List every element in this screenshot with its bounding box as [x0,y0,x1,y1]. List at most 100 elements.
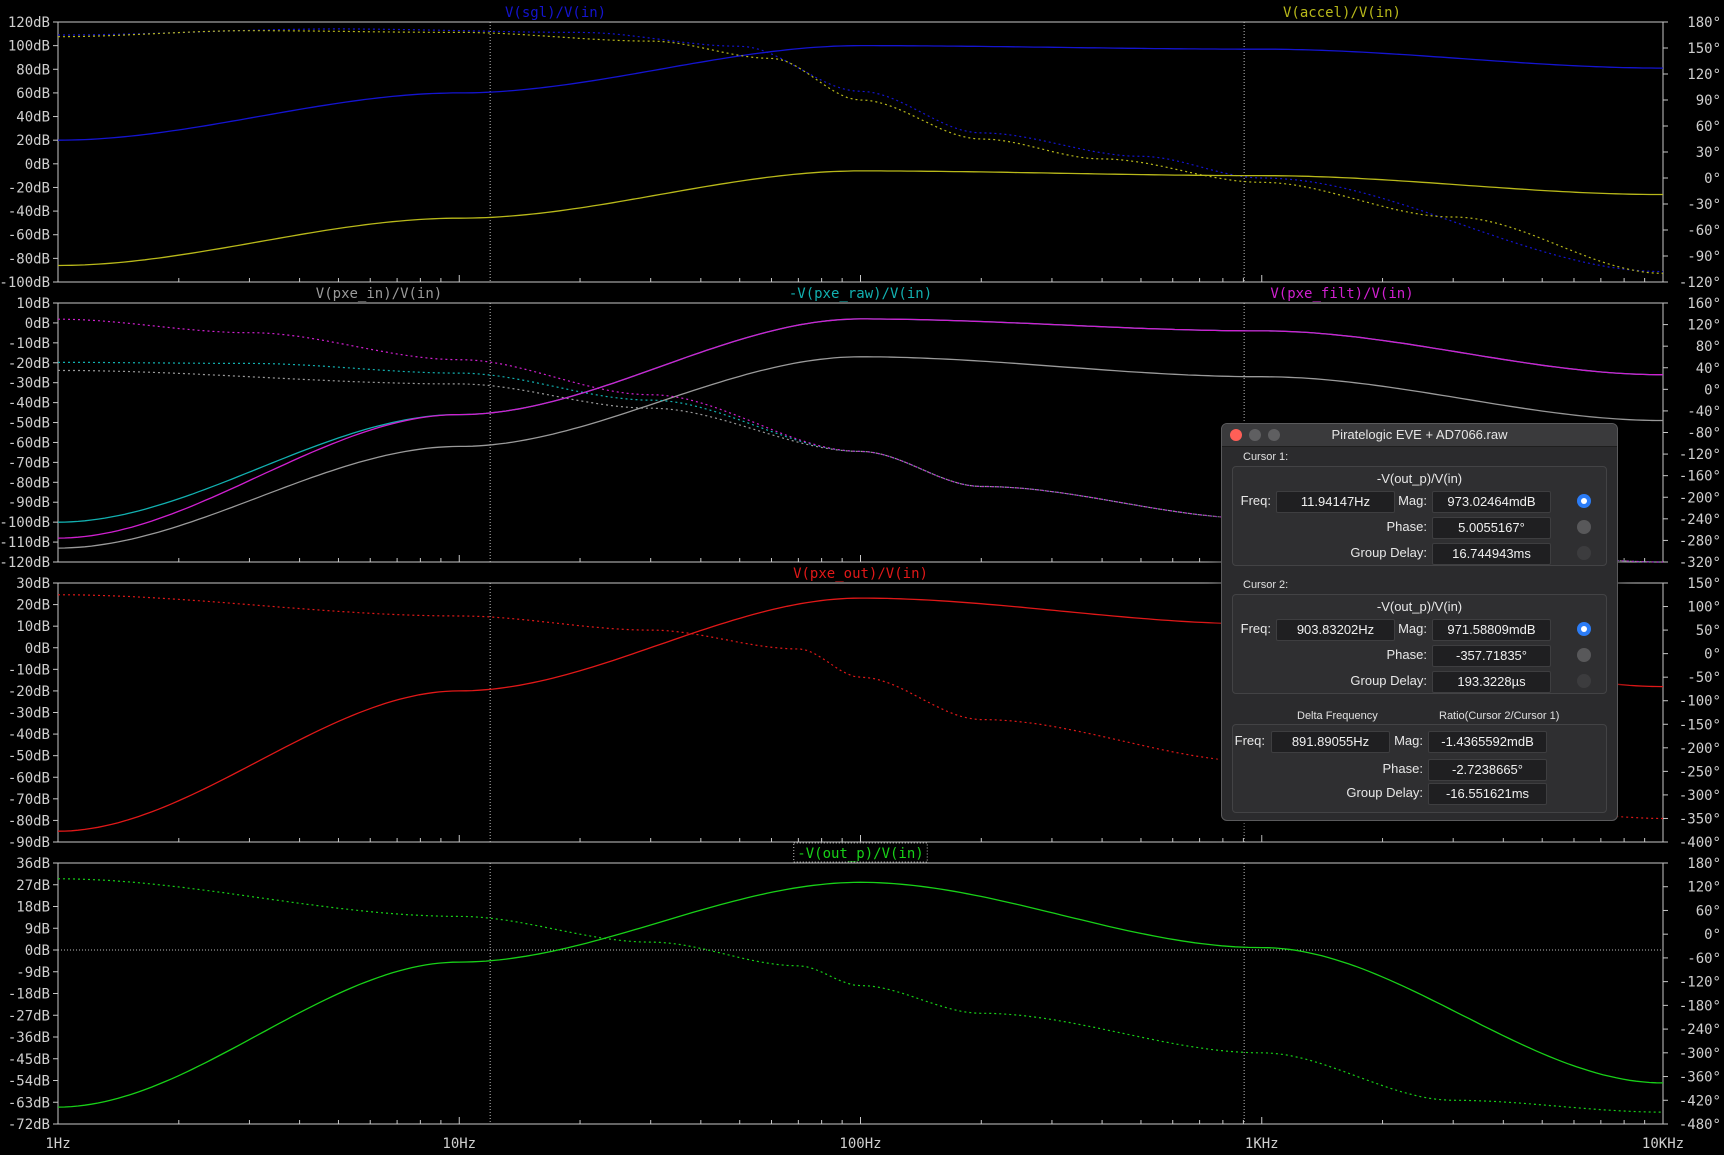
series-mag-line [57,44,1663,141]
left-tick-label: -70dB [8,455,50,471]
right-tick-label: -360° [1679,1070,1721,1086]
left-tick-label: 30dB [16,576,50,592]
x-tick-label: 100Hz [839,1136,881,1152]
left-tick-label: -90dB [8,495,50,511]
right-tick-label: -480° [1679,1117,1721,1133]
right-tick-label: -30° [1687,197,1721,213]
delta-freq-field[interactable]: 891.89055Hz [1271,731,1390,753]
ratio-phase-label: Phase: [1382,761,1423,776]
left-tick-label: -18dB [8,987,50,1003]
right-tick-label: 0° [1704,171,1721,187]
left-tick-label: -80dB [8,475,50,491]
left-tick-label: 0dB [25,943,50,959]
cursor2-mag-label: Mag: [1398,621,1427,636]
right-tick-label: 0° [1704,647,1721,663]
right-tick-label: -40° [1687,404,1721,420]
ratio-mag-field[interactable]: -1.4365592mdB [1428,731,1547,753]
right-tick-label: 180° [1687,15,1721,31]
right-tick-label: 60° [1696,119,1721,135]
cursor2-phase-label: Phase: [1386,647,1427,662]
cursor1-phase-field[interactable]: 5.0055167° [1432,517,1551,539]
ratio-groupdelay-field[interactable]: -16.551621ms [1428,783,1547,805]
cursor-dialog[interactable]: Piratelogic EVE + AD7066.raw Cursor 1: -… [1221,423,1618,821]
trace-title[interactable]: -V(pxe_raw)/V(in) [789,286,932,302]
cursor2-mag-field[interactable]: 971.58809mdB [1432,619,1551,641]
cursor1-phase-radio[interactable] [1577,520,1591,534]
series-phase-line [58,878,1663,1113]
trace-title[interactable]: -V(out_p)/V(in) [797,846,923,862]
zoom-icon[interactable] [1268,429,1280,441]
trace-title[interactable]: V(sgl)/V(in) [505,5,606,21]
left-tick-label: -110dB [0,535,50,551]
right-tick-label: -120° [1679,975,1721,991]
right-tick-label: 180° [1687,856,1721,872]
minimize-icon[interactable] [1249,429,1261,441]
right-tick-label: 60° [1696,903,1721,919]
left-tick-label: -80dB [8,813,50,829]
pane-4[interactable]: 36dB 27dB 18dB 9dB 0dB -9dB -18dB -27dB -36dB -45… [8,842,1721,1133]
dialog-titlebar[interactable]: Piratelogic EVE + AD7066.raw [1222,424,1617,447]
series-mag-line [57,356,1663,549]
left-tick-label: -27dB [8,1008,50,1024]
right-tick-label: -300° [1679,788,1721,804]
left-tick-label: 18dB [16,900,50,916]
left-tick-label: -54dB [8,1074,50,1090]
left-tick-label: -100dB [0,515,50,531]
cursor1-groupdelay-radio[interactable] [1577,546,1591,560]
left-tick-label: -45dB [8,1052,50,1068]
cursor2-mag-radio[interactable] [1577,622,1591,636]
cursor2-phase-field[interactable]: -357.71835° [1432,645,1551,667]
cursor2-groupdelay-radio[interactable] [1577,674,1591,688]
left-tick-label: -30dB [8,706,50,722]
left-tick-label: -20dB [8,180,50,196]
left-tick-label: -10dB [8,336,50,352]
left-tick-label: -70dB [8,792,50,808]
right-tick-label: -120° [1679,275,1721,291]
cursor2-groupdelay-field[interactable]: 193.3228µs [1432,671,1551,693]
ratio-groupdelay-label: Group Delay: [1346,785,1423,800]
pane-frame [57,862,1664,1125]
left-tick-label: 10dB [16,296,50,312]
close-icon[interactable] [1230,429,1242,441]
left-tick-label: 40dB [16,110,50,126]
cursor1-mag-field[interactable]: 973.02464mdB [1432,491,1551,513]
cursor1-freq-field[interactable]: 11.94147Hz [1276,491,1395,513]
trace-title[interactable]: V(pxe_filt)/V(in) [1270,286,1413,302]
left-tick-label: 0dB [25,316,50,332]
left-tick-label: 9dB [25,921,50,937]
right-tick-label: 100° [1687,600,1721,616]
trace-title[interactable]: V(pxe_out)/V(in) [793,566,928,582]
cursor1-mag-radio[interactable] [1577,494,1591,508]
right-tick-label: -50° [1687,670,1721,686]
right-tick-label: -420° [1679,1093,1721,1109]
right-tick-label: 0° [1704,927,1721,943]
left-tick-label: -9dB [16,965,50,981]
left-tick-label: -120dB [0,555,50,571]
left-tick-label: -100dB [0,275,50,291]
right-tick-label: -350° [1679,811,1721,827]
delta-group: Freq: 891.89055Hz Mag: -1.4365592mdB Pha… [1232,724,1607,813]
left-tick-label: -30dB [8,376,50,392]
pane-1[interactable]: 120dB 100dB 80dB 60dB 40dB 20dB 0dB -20dB -40dB -… [0,5,1721,291]
left-tick-label: -50dB [8,749,50,765]
right-tick-label: 50° [1696,623,1721,639]
ratio-phase-field[interactable]: -2.7238665° [1428,759,1547,781]
cursor1-groupdelay-field[interactable]: 16.744943ms [1432,543,1551,565]
left-tick-label: 120dB [8,15,50,31]
cursor2-phase-radio[interactable] [1577,648,1591,662]
left-tick-label: -20dB [8,684,50,700]
cursor2-group: -V(out_p)/V(in) Freq: 903.83202Hz Mag: 9… [1232,594,1607,694]
left-tick-label: 20dB [16,598,50,614]
trace-title[interactable]: V(accel)/V(in) [1283,5,1401,21]
right-tick-label: -150° [1679,717,1721,733]
cursor2-freq-field[interactable]: 903.83202Hz [1276,619,1395,641]
right-tick-label: -180° [1679,998,1721,1014]
right-tick-label: -60° [1687,223,1721,239]
right-tick-label: -160° [1679,469,1721,485]
left-tick-label: -60dB [8,770,50,786]
trace-title[interactable]: V(pxe_in)/V(in) [316,286,442,302]
x-axis: 1Hz 10Hz 100Hz 1KHz 10KHz [45,1136,1684,1152]
right-tick-label: -400° [1679,835,1721,851]
left-tick-label: -10dB [8,662,50,678]
left-tick-label: -72dB [8,1117,50,1133]
